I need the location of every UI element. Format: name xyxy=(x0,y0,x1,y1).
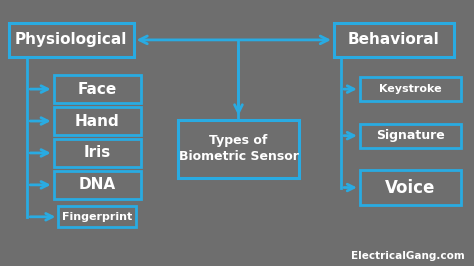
Text: DNA: DNA xyxy=(79,177,116,192)
FancyBboxPatch shape xyxy=(54,171,141,199)
Text: Physiological: Physiological xyxy=(15,32,128,47)
Text: Keystroke: Keystroke xyxy=(379,84,442,94)
Text: Iris: Iris xyxy=(83,146,111,160)
FancyBboxPatch shape xyxy=(54,139,141,167)
Text: Behavioral: Behavioral xyxy=(348,32,440,47)
FancyBboxPatch shape xyxy=(9,23,134,57)
FancyBboxPatch shape xyxy=(360,77,461,101)
FancyBboxPatch shape xyxy=(58,206,136,227)
Text: Signature: Signature xyxy=(376,129,445,142)
Text: ElectricalGang.com: ElectricalGang.com xyxy=(351,251,465,261)
FancyBboxPatch shape xyxy=(54,107,141,135)
FancyBboxPatch shape xyxy=(360,170,461,205)
FancyBboxPatch shape xyxy=(334,23,454,57)
FancyBboxPatch shape xyxy=(54,75,141,103)
FancyBboxPatch shape xyxy=(178,120,299,178)
Text: Fingerprint: Fingerprint xyxy=(62,212,132,222)
FancyBboxPatch shape xyxy=(360,124,461,148)
Text: Hand: Hand xyxy=(75,114,119,128)
Text: Types of
Biometric Sensor: Types of Biometric Sensor xyxy=(179,134,299,164)
Text: Voice: Voice xyxy=(385,178,436,197)
Text: Face: Face xyxy=(78,82,117,97)
